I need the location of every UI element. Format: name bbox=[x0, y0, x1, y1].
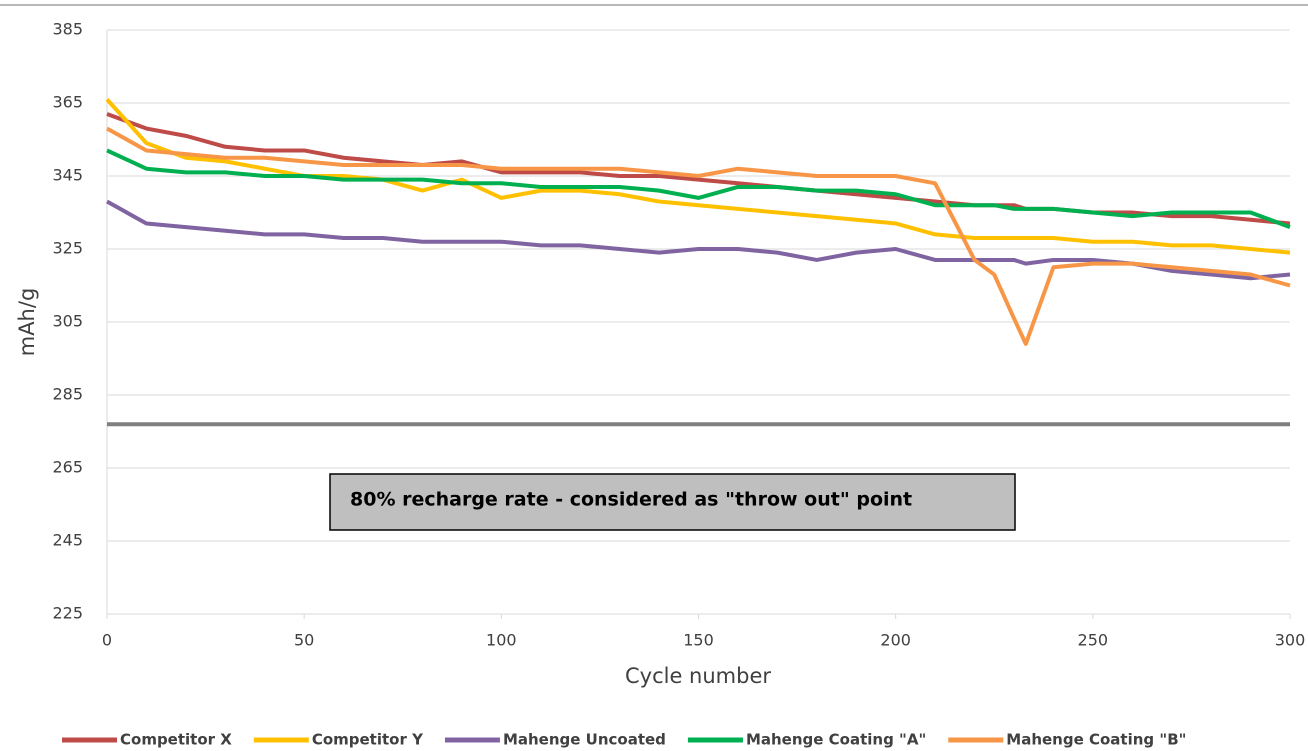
y-axis-title: mAh/g bbox=[15, 288, 39, 357]
x-tick-label: 0 bbox=[102, 631, 112, 650]
series-line bbox=[106, 199, 1291, 281]
y-tick-label: 305 bbox=[52, 312, 83, 331]
legend-label: Competitor X bbox=[120, 731, 232, 749]
y-tick-label: 365 bbox=[52, 93, 83, 112]
y-tick-label: 345 bbox=[52, 166, 83, 185]
x-tick-label: 250 bbox=[1078, 631, 1109, 650]
legend-label: Mahenge Coating "B" bbox=[1006, 731, 1186, 749]
x-tick-label: 50 bbox=[294, 631, 314, 650]
series-line bbox=[106, 126, 1291, 346]
y-tick-label: 225 bbox=[52, 604, 83, 623]
annotation-box bbox=[329, 473, 1016, 531]
y-tick-label: 245 bbox=[52, 531, 83, 550]
x-axis-title: Cycle number bbox=[625, 664, 771, 688]
x-tick-label: 100 bbox=[486, 631, 517, 650]
y-tick-label: 385 bbox=[52, 20, 83, 39]
legend-label: Mahenge Uncoated bbox=[503, 731, 666, 749]
annotation: 80% recharge rate - considered as "throw… bbox=[350, 489, 912, 511]
y-tick-label: 325 bbox=[52, 239, 83, 258]
y-tick-label: 265 bbox=[52, 458, 83, 477]
x-tick-label: 300 bbox=[1275, 631, 1306, 650]
series-line bbox=[106, 148, 1291, 229]
legend-label: Competitor Y bbox=[312, 731, 424, 749]
y-tick-label: 285 bbox=[52, 385, 83, 404]
x-tick-label: 150 bbox=[683, 631, 714, 650]
x-tick-label: 200 bbox=[880, 631, 911, 650]
legend-label: Mahenge Coating "A" bbox=[746, 731, 926, 749]
